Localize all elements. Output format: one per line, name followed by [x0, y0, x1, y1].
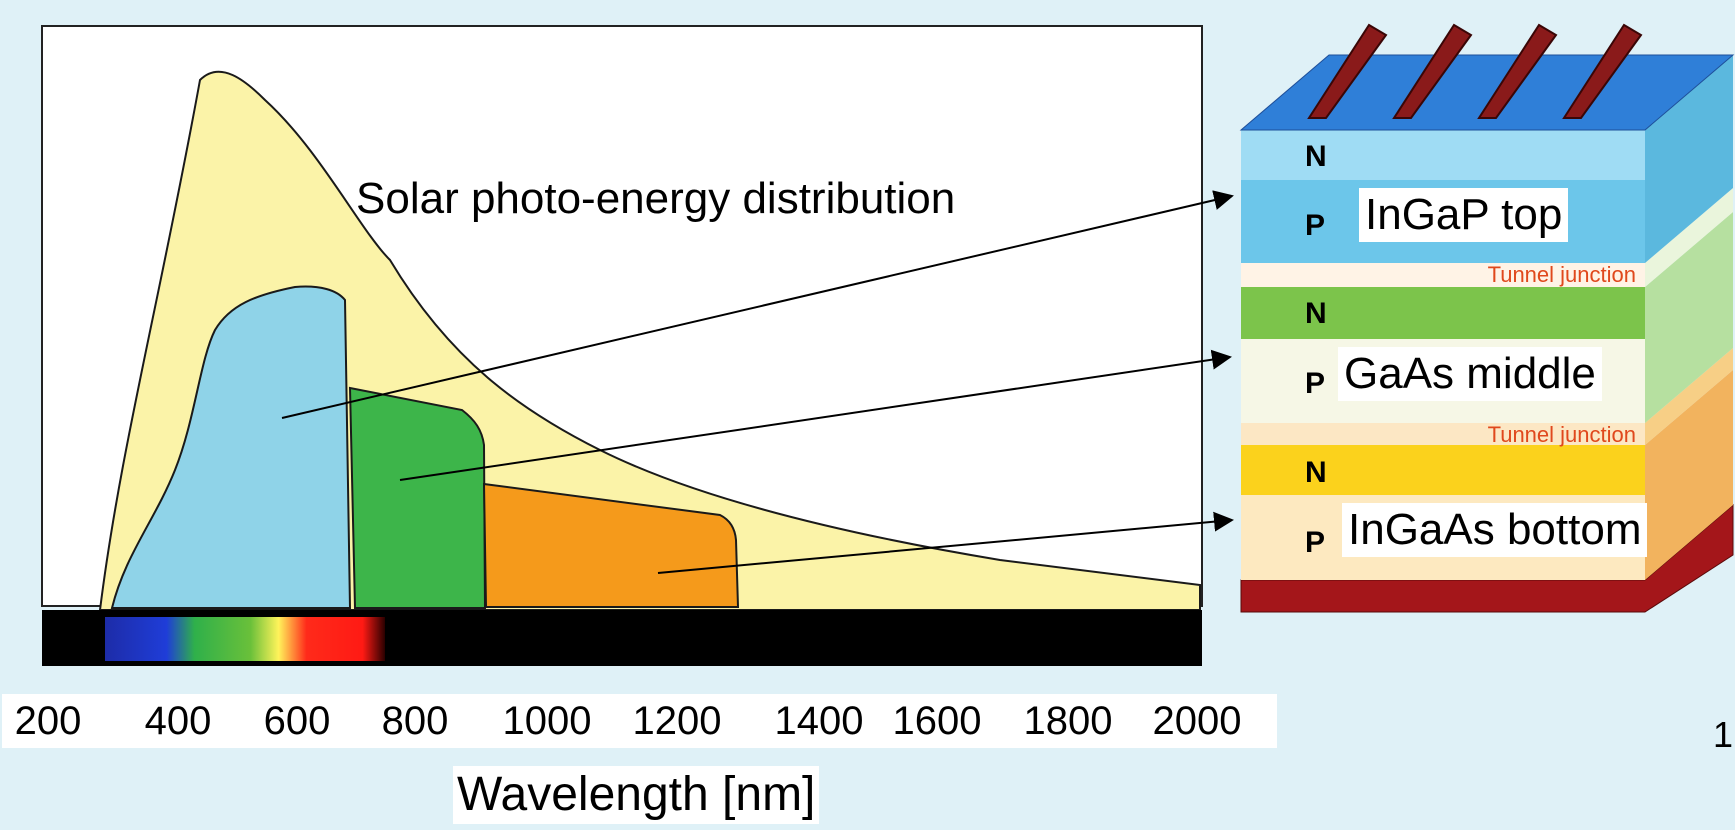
x-tick: 1600: [892, 699, 982, 743]
arrow-ingaas: [657, 511, 1234, 574]
arrow-gaas: [399, 349, 1232, 481]
ingaas-n-region: [1241, 445, 1645, 495]
tunnel-junction-2: [1241, 423, 1645, 445]
ingap-p-letter: P: [1305, 209, 1325, 242]
x-tick: 1400: [774, 699, 864, 743]
visible-spectrum-band: [105, 617, 385, 661]
tunnel-junction-label-2: Tunnel junction: [1488, 422, 1636, 447]
x-tick: 2000: [1152, 699, 1242, 743]
gaas-n-letter: N: [1305, 297, 1327, 330]
gaas-absorption-area: [348, 386, 487, 609]
x-tick: 400: [144, 699, 212, 743]
x-tick: 1200: [632, 699, 722, 743]
arrow-ingap: [281, 190, 1234, 419]
x-axis-ticks: 200 400 600 800 1000 1200 1400 1600 1800…: [2, 694, 1277, 748]
gaas-side: [1645, 212, 1733, 423]
ingaas-absorption-area: [482, 482, 740, 608]
ingap-n-letter: N: [1305, 140, 1327, 173]
x-axis-label: Wavelength [nm]: [453, 766, 820, 824]
ingaas-p-letter: P: [1305, 526, 1325, 559]
layer-label-ingap: InGaP top: [1359, 188, 1569, 242]
layer-label-gaas: GaAs middle: [1338, 347, 1602, 401]
ingap-side: [1645, 55, 1733, 263]
x-tick: 600: [263, 699, 331, 743]
x-tick: 1000: [502, 699, 592, 743]
contact-fingers: [1307, 23, 1643, 119]
chart-title: Solar photo-energy distribution: [356, 174, 956, 223]
ingaas-n-letter: N: [1305, 456, 1327, 489]
ingaas-side: [1645, 370, 1733, 580]
x-tick: 1800: [1023, 699, 1113, 743]
ingap-n-region: [1241, 130, 1645, 180]
ingap-absorption-area: [110, 285, 352, 609]
x-tick: 200: [14, 699, 82, 743]
page-number: 1: [1713, 714, 1734, 755]
x-tick: 800: [381, 699, 449, 743]
gaas-p-letter: P: [1305, 367, 1325, 400]
layer-label-ingaas: InGaAs bottom: [1342, 503, 1648, 557]
tunnel-junction-label-1: Tunnel junction: [1488, 262, 1636, 287]
gaas-n-region: [1241, 287, 1645, 339]
tunnel-junction-1: [1241, 263, 1645, 287]
